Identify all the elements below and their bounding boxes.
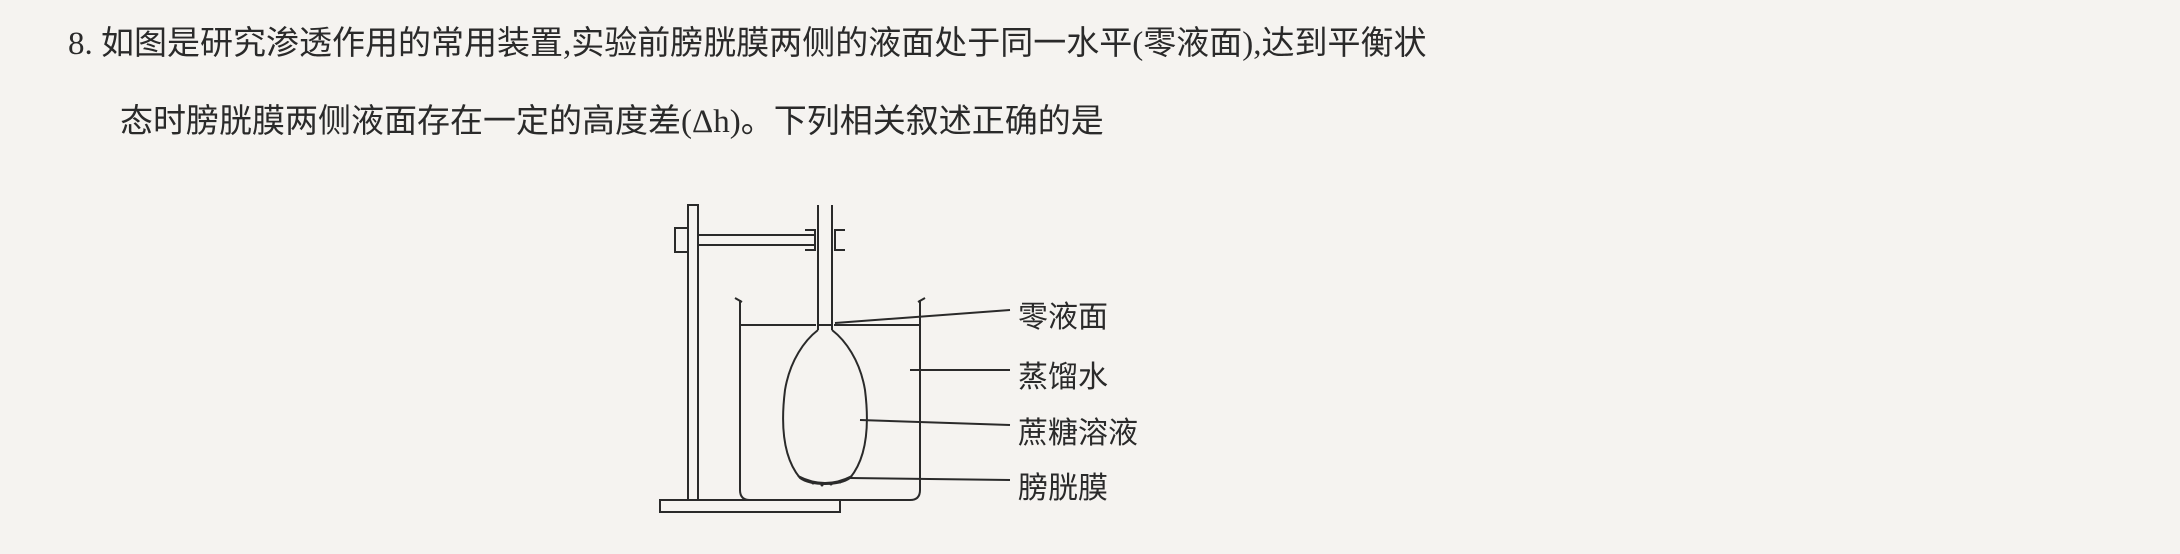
osmosis-diagram: 零液面 蒸馏水 蔗糖溶液 膀胱膜 bbox=[650, 180, 1350, 530]
label-sucrose-solution: 蔗糖溶液 bbox=[1018, 408, 1138, 452]
label-bladder-membrane: 膀胱膜 bbox=[1018, 463, 1108, 507]
label-distilled-water: 蒸馏水 bbox=[1018, 352, 1108, 396]
question-line-1: 8. 如图是研究渗透作用的常用装置,实验前膀胱膜两侧的液面处于同一水平(零液面)… bbox=[68, 20, 1426, 70]
question-line-2: 态时膀胱膜两侧液面存在一定的高度差(Δh)。下列相关叙述正确的是 bbox=[120, 98, 1104, 148]
apparatus-svg bbox=[650, 180, 1350, 530]
label-zero-level: 零液面 bbox=[1018, 292, 1108, 336]
